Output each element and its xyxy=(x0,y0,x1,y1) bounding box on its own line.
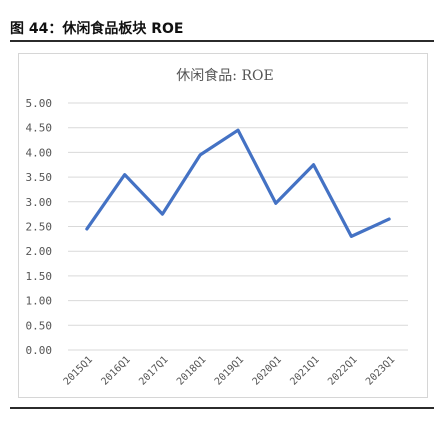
y-tick-label: 3.50 xyxy=(26,171,53,184)
data-point xyxy=(387,217,391,221)
grid-layer xyxy=(68,102,408,351)
roe-series-line xyxy=(85,128,391,238)
data-point xyxy=(85,227,89,231)
y-tick-label: 2.00 xyxy=(26,245,53,258)
x-tick-label: 2020Q1 xyxy=(251,354,284,387)
y-tick-label: 1.50 xyxy=(26,270,53,283)
y-tick-label: 5.00 xyxy=(26,97,53,110)
data-point xyxy=(312,163,315,166)
y-tick-label: 2.50 xyxy=(26,221,53,234)
x-tick-label: 2015Q1 xyxy=(62,354,95,387)
y-tick-label: 1.00 xyxy=(26,295,53,308)
x-tick-label: 2021Q1 xyxy=(288,354,321,387)
x-axis-ticks: 2015Q1 2016Q1 2017Q1 2018Q1 2019Q1 2020Q1 2021… xyxy=(62,354,398,387)
data-point xyxy=(161,212,164,216)
data-point xyxy=(236,128,240,132)
x-tick-label: 2019Q1 xyxy=(213,354,246,387)
chart-title: 休闲食品: ROE xyxy=(176,67,273,84)
data-point xyxy=(123,173,126,176)
y-tick-label: 3.00 xyxy=(26,196,53,209)
y-tick-label: 4.00 xyxy=(26,146,53,159)
data-point xyxy=(274,202,277,205)
bottom-rule xyxy=(10,407,434,409)
y-tick-label: 4.50 xyxy=(26,122,53,135)
series-layer xyxy=(85,128,391,238)
x-tick-label: 2018Q1 xyxy=(175,354,208,387)
figure-header: 图 44：休闲食品板块 ROE xyxy=(10,18,434,40)
x-tick-label: 2022Q1 xyxy=(326,354,359,387)
y-tick-label: 0.00 xyxy=(26,344,53,357)
top-rule xyxy=(10,40,434,42)
data-point xyxy=(350,235,353,238)
data-point xyxy=(199,153,202,157)
x-tick-label: 2017Q1 xyxy=(137,354,170,387)
figure-title: 图 44：休闲食品板块 ROE xyxy=(10,21,184,37)
y-axis-ticks: 0.00 0.50 1.00 1.50 2.00 2.50 3.00 3.50 4.00 4.50… xyxy=(26,97,53,357)
x-tick-label: 2023Q1 xyxy=(364,354,397,387)
y-tick-label: 0.50 xyxy=(26,319,53,332)
x-tick-label: 2016Q1 xyxy=(99,354,132,387)
chart-frame xyxy=(18,53,428,398)
